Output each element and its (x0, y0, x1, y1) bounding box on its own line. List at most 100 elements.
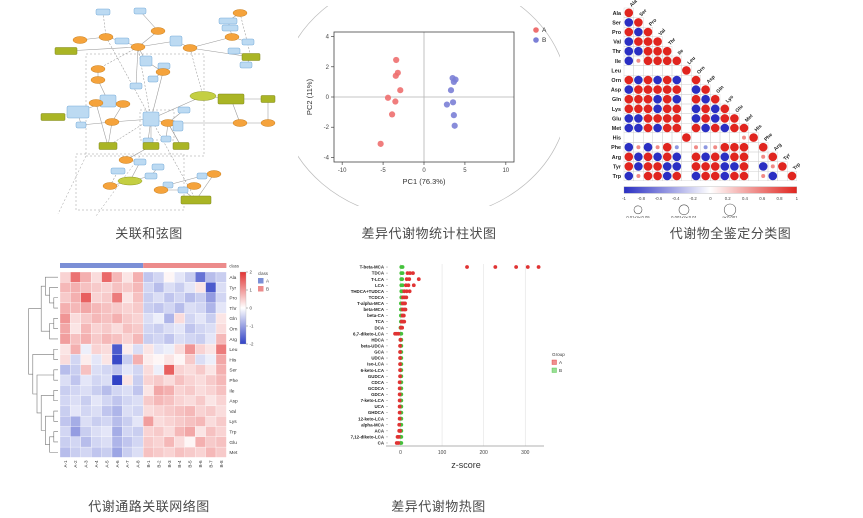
svg-text:beta-CA: beta-CA (367, 313, 385, 318)
svg-text:Orn: Orn (696, 65, 707, 76)
svg-text:-10: -10 (338, 168, 347, 174)
svg-text:0: 0 (250, 306, 253, 311)
svg-text:Met: Met (612, 126, 621, 132)
svg-text:Pro: Pro (612, 30, 622, 36)
svg-text:T-beta-MCA: T-beta-MCA (360, 265, 385, 270)
svg-text:2: 2 (250, 270, 253, 275)
svg-text:Lys: Lys (612, 107, 621, 113)
svg-text:T-alpha-MCA: T-alpha-MCA (357, 301, 385, 306)
svg-text:HDCA: HDCA (371, 337, 385, 342)
svg-text:B-3: B-3 (167, 460, 172, 468)
svg-text:Ala: Ala (613, 11, 622, 17)
svg-text:0: 0 (399, 450, 402, 456)
svg-text:A: A (559, 360, 563, 365)
svg-text:2: 2 (326, 65, 330, 71)
svg-text:0.6: 0.6 (759, 196, 766, 201)
svg-text:GCDCA: GCDCA (368, 386, 385, 391)
svg-text:A-7: A-7 (125, 460, 130, 468)
caption-correlation: 代谢物全鉴定分类图 (669, 226, 792, 241)
caption-pca: 差异代谢物统计柱状图 (361, 226, 497, 241)
svg-text:B: B (266, 287, 269, 292)
svg-text:Arg: Arg (229, 337, 237, 343)
svg-text:7,12-diketo-LCA: 7,12-diketo-LCA (351, 435, 385, 440)
svg-text:Met: Met (229, 450, 238, 456)
svg-text:4: 4 (326, 35, 330, 41)
svg-text:T-LCA: T-LCA (371, 277, 385, 282)
svg-text:UCA: UCA (374, 404, 384, 409)
svg-text:GDCA: GDCA (371, 392, 385, 397)
svg-text:300: 300 (521, 450, 530, 456)
svg-text:Group: Group (552, 352, 565, 357)
svg-text:class: class (258, 271, 269, 276)
svg-text:Tyr: Tyr (229, 285, 236, 291)
svg-text:-4: -4 (324, 155, 330, 161)
svg-text:B-6: B-6 (198, 460, 203, 468)
svg-text:100: 100 (438, 450, 447, 456)
svg-text:TCA: TCA (375, 319, 385, 324)
svg-text:Ser: Ser (229, 368, 237, 374)
svg-text:A-3: A-3 (84, 460, 89, 468)
svg-text:5: 5 (463, 168, 467, 174)
svg-text:Ile: Ile (677, 48, 685, 56)
svg-text:-0.6: -0.6 (655, 196, 663, 201)
dotplot-panel: 0 100 200 300 T-beta-MCA TDCA T-LCA LCA THDCA+TU… (290, 256, 587, 494)
svg-text:GHDCA: GHDCA (368, 410, 385, 415)
correlation-matrix-figure: AlaAlaSerSerProProValValThrThrIleIleLeuL… (611, 0, 802, 218)
correlation-panel: Ala Ala Ser Ser Pro Pro Val Val Thr Thr Ile Ile Leu L… (598, 0, 863, 218)
svg-text:1: 1 (250, 288, 253, 293)
svg-text:DCA: DCA (374, 325, 384, 330)
svg-text:Leu: Leu (686, 55, 697, 66)
svg-text:12-keto-LCA: 12-keto-LCA (358, 416, 385, 421)
svg-text:Asp: Asp (706, 74, 717, 85)
svg-text:A-4: A-4 (94, 460, 99, 468)
svg-text:Trp: Trp (792, 162, 802, 172)
svg-text:-0.4: -0.4 (672, 196, 680, 201)
svg-text:Val: Val (613, 40, 621, 46)
svg-text:1: 1 (796, 196, 799, 201)
zscore-dot-plot-figure: 0 100 200 300 T-beta-MCATDCAT-LCALCATHDCA+TU… (351, 264, 565, 470)
svg-text:CDCA: CDCA (371, 380, 385, 385)
svg-text:His: His (229, 357, 237, 363)
svg-text:CA: CA (378, 441, 385, 446)
svg-text:6,7-diketo-LCA: 6,7-diketo-LCA (353, 331, 385, 336)
svg-text:B-4: B-4 (177, 460, 182, 468)
svg-text:Gln: Gln (229, 316, 237, 322)
svg-text:Met: Met (744, 113, 755, 124)
svg-text:B-1: B-1 (146, 460, 151, 468)
caption-network: 关联和弦图 (115, 226, 183, 241)
svg-text:Iso-LCA: Iso-LCA (367, 362, 385, 367)
svg-text:Phe: Phe (229, 378, 238, 384)
svg-text:B-7: B-7 (208, 460, 213, 468)
svg-text:Trp: Trp (229, 429, 236, 435)
svg-text:0.01<p≤0.05: 0.01<p≤0.05 (626, 215, 650, 218)
svg-text:GUDCA: GUDCA (368, 374, 385, 379)
svg-text:THDCA+TUDCA: THDCA+TUDCA (351, 289, 385, 294)
pathway-network-figure (40, 7, 276, 217)
svg-text:Val: Val (229, 409, 236, 415)
svg-text:-1: -1 (250, 324, 254, 329)
svg-text:Val: Val (658, 27, 668, 37)
svg-text:Phe: Phe (763, 132, 774, 143)
svg-text:Lys: Lys (229, 419, 237, 425)
svg-text:Leu: Leu (229, 347, 237, 353)
svg-text:Ala: Ala (229, 275, 236, 281)
network-diagram-panel (18, 4, 280, 218)
svg-text:-2: -2 (250, 342, 254, 347)
svg-text:0.2: 0.2 (725, 196, 732, 201)
svg-text:UDCA: UDCA (371, 356, 385, 361)
svg-text:Asp: Asp (611, 88, 622, 94)
svg-text:0.001<p≤0.01: 0.001<p≤0.01 (671, 215, 697, 218)
svg-text:-2: -2 (324, 125, 330, 131)
svg-text:Tyr: Tyr (782, 152, 792, 162)
svg-text:Glu: Glu (612, 116, 621, 122)
svg-text:A-1: A-1 (63, 460, 68, 468)
svg-text:ACA: ACA (374, 428, 384, 433)
svg-text:Phe: Phe (611, 145, 621, 151)
svg-text:Ala: Ala (629, 0, 639, 8)
svg-text:0: 0 (709, 196, 712, 201)
svg-text:alpha-MCA: alpha-MCA (361, 422, 385, 427)
svg-text:10: 10 (502, 168, 509, 174)
svg-text:Tyr: Tyr (613, 164, 622, 170)
clustered-heatmap-figure: class Ala Tyr Pro Thr Gln Orn Arg Leu His Ser Phe Il… (28, 263, 270, 468)
